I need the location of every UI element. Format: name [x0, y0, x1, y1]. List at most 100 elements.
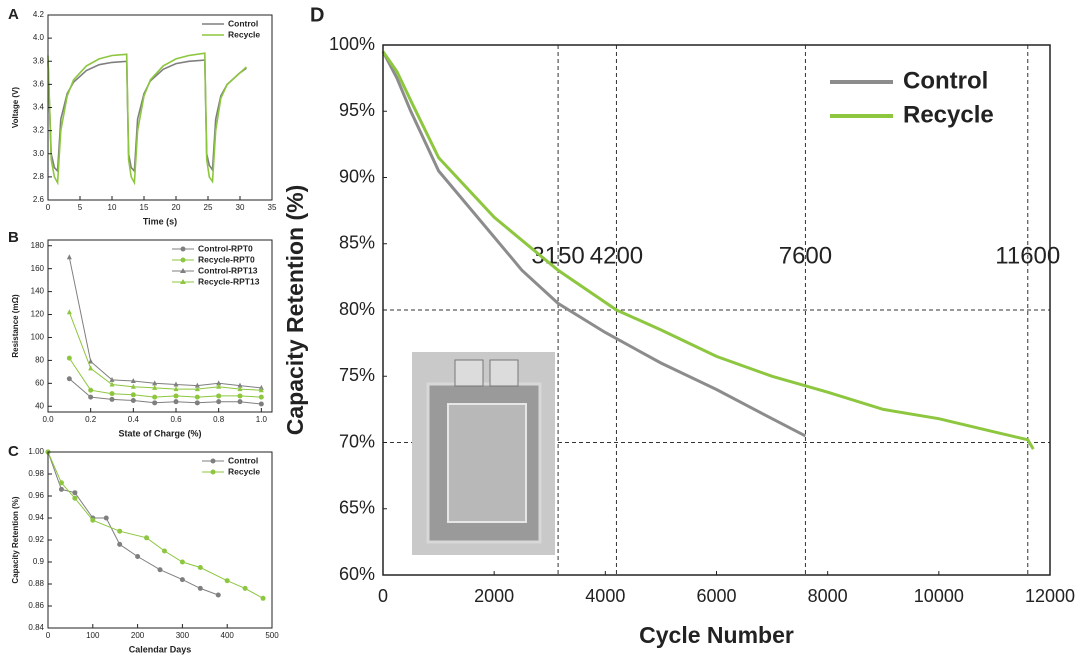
data-point — [242, 585, 248, 591]
data-point — [260, 595, 266, 601]
x-axis-title: Calendar Days — [129, 644, 192, 654]
series-line — [68, 312, 262, 391]
x-tick-label: 10 — [108, 203, 117, 212]
x-tick-label: 35 — [268, 203, 277, 212]
y-tick-label: 3.4 — [33, 103, 45, 112]
x-tick-label: 1.0 — [256, 415, 268, 424]
y-tick-label: 80 — [35, 356, 44, 365]
series-line — [47, 451, 219, 596]
data-point — [215, 592, 221, 598]
data-point — [130, 378, 136, 384]
data-point — [88, 387, 94, 393]
x-tick-label: 30 — [236, 203, 245, 212]
x-tick-label: 20 — [172, 203, 181, 212]
legend-label: Recycle — [228, 29, 260, 39]
x-tick-label: 0.2 — [85, 415, 97, 424]
panel-label: B — [8, 229, 19, 246]
data-point — [216, 383, 222, 389]
data-point — [216, 380, 222, 386]
legend-label: Control-RPT0 — [198, 243, 253, 253]
x-tick-label: 25 — [204, 203, 213, 212]
y-tick-label: 0.94 — [28, 513, 44, 522]
data-point — [58, 486, 64, 492]
y-tick-label: 60 — [35, 378, 44, 387]
x-tick-label: 15 — [140, 203, 149, 212]
data-point — [152, 394, 158, 400]
x-tick-label: 0.0 — [42, 415, 54, 424]
data-point — [152, 400, 158, 406]
data-point — [258, 401, 264, 407]
data-point — [179, 559, 185, 565]
x-tick-label: 200 — [131, 631, 145, 640]
plot-frame — [47, 14, 273, 201]
data-point — [161, 548, 167, 554]
y-tick-label: 85% — [339, 233, 375, 253]
data-point — [66, 355, 72, 361]
data-point — [88, 365, 94, 371]
x-tick-label: 100 — [86, 631, 100, 640]
data-point — [237, 386, 243, 392]
legend-label: Control — [228, 455, 258, 465]
x-tick-label: 400 — [221, 631, 235, 640]
legend-marker — [210, 458, 216, 464]
x-tick-label: 2000 — [474, 586, 514, 606]
data-point — [130, 392, 136, 398]
inset-photo — [412, 352, 555, 555]
plot-frame — [47, 451, 273, 629]
x-tick-label: 0.6 — [170, 415, 182, 424]
y-axis-title: Capacity Retention (%) — [282, 185, 308, 435]
series-line — [381, 50, 1035, 450]
reference-label: 4200 — [590, 242, 643, 269]
reference-label: 7600 — [779, 242, 832, 269]
y-tick-label: 70% — [339, 431, 375, 451]
data-point — [194, 382, 200, 388]
y-tick-label: 100% — [329, 34, 375, 54]
data-point — [173, 393, 179, 399]
data-point — [258, 387, 264, 393]
panel-label: C — [8, 443, 19, 460]
data-point — [117, 528, 123, 534]
y-tick-label: 2.8 — [33, 172, 45, 181]
plot-frame — [47, 239, 273, 413]
y-tick-label: 90% — [339, 166, 375, 186]
data-point — [117, 541, 123, 547]
x-tick-label: 4000 — [585, 586, 625, 606]
legend-label: Recycle — [903, 101, 994, 128]
y-tick-label: 3.2 — [33, 126, 45, 135]
y-tick-label: 0.92 — [28, 535, 44, 544]
data-point — [237, 382, 243, 388]
data-point — [216, 399, 222, 405]
data-point — [90, 517, 96, 523]
y-tick-label: 2.6 — [33, 195, 45, 204]
panel-label: A — [8, 6, 19, 23]
y-tick-label: 95% — [339, 100, 375, 120]
data-point — [194, 394, 200, 400]
y-tick-label: 40 — [35, 401, 44, 410]
data-point — [144, 535, 150, 541]
data-point — [88, 358, 94, 364]
y-tick-label: 4.2 — [33, 10, 45, 19]
y-tick-label: 180 — [31, 241, 45, 250]
data-point — [152, 384, 158, 390]
y-axis-title: Voltage (V) — [11, 87, 20, 129]
y-tick-label: 3.6 — [33, 79, 45, 88]
data-point — [237, 393, 243, 399]
legend-label: Control — [903, 67, 988, 94]
y-tick-label: 3.0 — [33, 149, 45, 158]
legend-label: Recycle-RPT13 — [198, 276, 260, 286]
data-point — [194, 400, 200, 406]
x-tick-label: 0 — [46, 631, 51, 640]
y-tick-label: 0.88 — [28, 579, 44, 588]
x-tick-label: 10000 — [914, 586, 964, 606]
data-point — [258, 394, 264, 400]
x-tick-label: 0 — [378, 586, 388, 606]
data-point — [197, 585, 203, 591]
y-tick-label: 0.96 — [28, 491, 44, 500]
x-tick-label: 0.4 — [128, 415, 140, 424]
data-point — [58, 480, 64, 486]
x-axis-title: Time (s) — [143, 216, 177, 226]
series-line — [68, 257, 262, 389]
x-axis-title: Cycle Number — [639, 622, 794, 648]
data-point — [157, 567, 163, 573]
